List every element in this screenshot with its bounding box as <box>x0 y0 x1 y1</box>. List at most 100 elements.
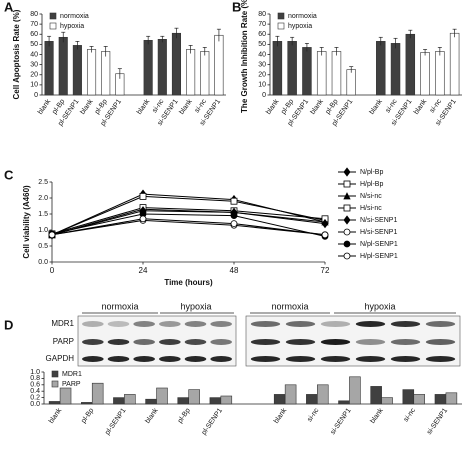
bar <box>171 32 182 96</box>
y-tick-label: 0.8 <box>30 375 40 382</box>
x-tick-label: pl-Bp <box>177 407 192 424</box>
legend-label: H/si-nc <box>360 205 382 212</box>
panel-label: D <box>4 317 13 332</box>
legend-swatch <box>277 12 285 20</box>
blot-group: normoxia <box>271 301 308 311</box>
marker <box>48 231 56 239</box>
legend-label: H/pl-Bp <box>360 181 383 188</box>
bar <box>420 52 430 96</box>
y-tick-label: 10 <box>30 82 38 89</box>
x-tick-label: 24 <box>139 266 148 275</box>
error-bar <box>304 43 309 52</box>
blot-group: hypoxia <box>364 301 395 311</box>
x-tick-label: 0 <box>50 266 55 275</box>
marker <box>230 220 238 228</box>
blot-band <box>425 321 456 327</box>
blot-band <box>355 339 386 345</box>
y-tick-label: 0.0 <box>30 401 40 408</box>
blot-band <box>159 321 181 327</box>
x-tick-label: pl-Bp <box>80 407 95 424</box>
x-tick-label: si-nc <box>306 407 320 424</box>
line <box>51 208 326 236</box>
bar <box>91 382 104 405</box>
y-tick-label: 40 <box>30 51 38 58</box>
y-tick-label: 0 <box>262 92 266 99</box>
y-tick-label: 20 <box>30 72 38 79</box>
bar <box>188 389 200 405</box>
legend-swatch <box>49 22 57 30</box>
x-tick-label: blank <box>265 98 281 116</box>
bar <box>58 36 68 96</box>
line <box>51 213 326 237</box>
error-bar <box>319 47 324 56</box>
blot-row-label: PARP <box>53 337 74 346</box>
x-tick-label: blank <box>273 407 289 425</box>
marker <box>321 218 329 229</box>
bar <box>445 392 458 405</box>
blot-band <box>285 356 316 362</box>
blot-band <box>184 356 207 362</box>
bar <box>449 32 460 96</box>
error-bar <box>47 35 52 47</box>
y-tick-label: 60 <box>258 31 266 38</box>
blot-row-label: GAPDH <box>46 354 75 363</box>
y-tick-label: 0.4 <box>30 388 40 395</box>
bar <box>44 41 54 96</box>
blot-band <box>82 339 104 345</box>
legend-label: H/pl-SENP1 <box>360 253 398 260</box>
line <box>51 219 326 236</box>
bar <box>287 41 297 96</box>
bar <box>338 400 350 405</box>
bar <box>346 69 356 96</box>
bar <box>157 39 167 96</box>
x-tick-label: blank <box>369 407 385 425</box>
bar <box>186 49 196 96</box>
line <box>51 218 326 236</box>
legend-label: hypoxia <box>60 23 84 30</box>
bar <box>317 384 329 405</box>
legend-label: N/si-SENP1 <box>360 217 397 224</box>
blot-band <box>159 339 181 345</box>
bar <box>200 51 210 96</box>
y-tick-label: 2.5 <box>38 179 48 186</box>
x-tick-label: si-SENP1 <box>329 407 352 436</box>
error-bar <box>290 36 295 46</box>
legend-marker <box>343 192 351 200</box>
blot-box <box>245 315 461 367</box>
marker <box>139 192 147 200</box>
blot-band <box>355 321 386 327</box>
legend-label: N/si-nc <box>360 193 382 200</box>
legend-label: H/si-SENP1 <box>360 229 397 236</box>
line <box>51 210 326 236</box>
x-tick-label: blank <box>37 98 53 116</box>
x-tick-label: pl-SENP1 <box>104 407 127 436</box>
blot-band <box>250 339 281 345</box>
legend-swatch <box>49 12 57 20</box>
blot-band <box>285 321 316 327</box>
y-tick-label: 10 <box>258 82 266 89</box>
bar <box>316 51 327 96</box>
legend-marker <box>343 228 351 236</box>
blot-band <box>320 356 351 362</box>
legend-label: N/pl-Bp <box>360 169 383 176</box>
blot-band <box>355 356 386 362</box>
x-tick-label: 48 <box>230 266 239 275</box>
y-tick-label: 1.0 <box>30 369 40 376</box>
x-tick-label: blank <box>48 407 64 425</box>
legend-label: MDR1 <box>62 371 82 378</box>
blot-band <box>133 321 155 327</box>
y-tick-label: 70 <box>30 21 38 28</box>
error-bar <box>117 68 122 79</box>
bar <box>376 41 386 96</box>
legend-marker <box>343 167 351 177</box>
y-axis-label: Cell Apoptosis Rate (%) <box>12 9 21 99</box>
panel-label: B <box>232 0 241 14</box>
bar <box>72 45 82 96</box>
blot-band <box>285 339 316 345</box>
blot-band <box>107 356 130 362</box>
y-tick-label: 2.0 <box>38 195 48 202</box>
blot-row-label: MDR1 <box>51 319 74 328</box>
y-tick-label: 50 <box>30 41 38 48</box>
legend-marker <box>343 204 351 212</box>
bar <box>59 387 72 405</box>
